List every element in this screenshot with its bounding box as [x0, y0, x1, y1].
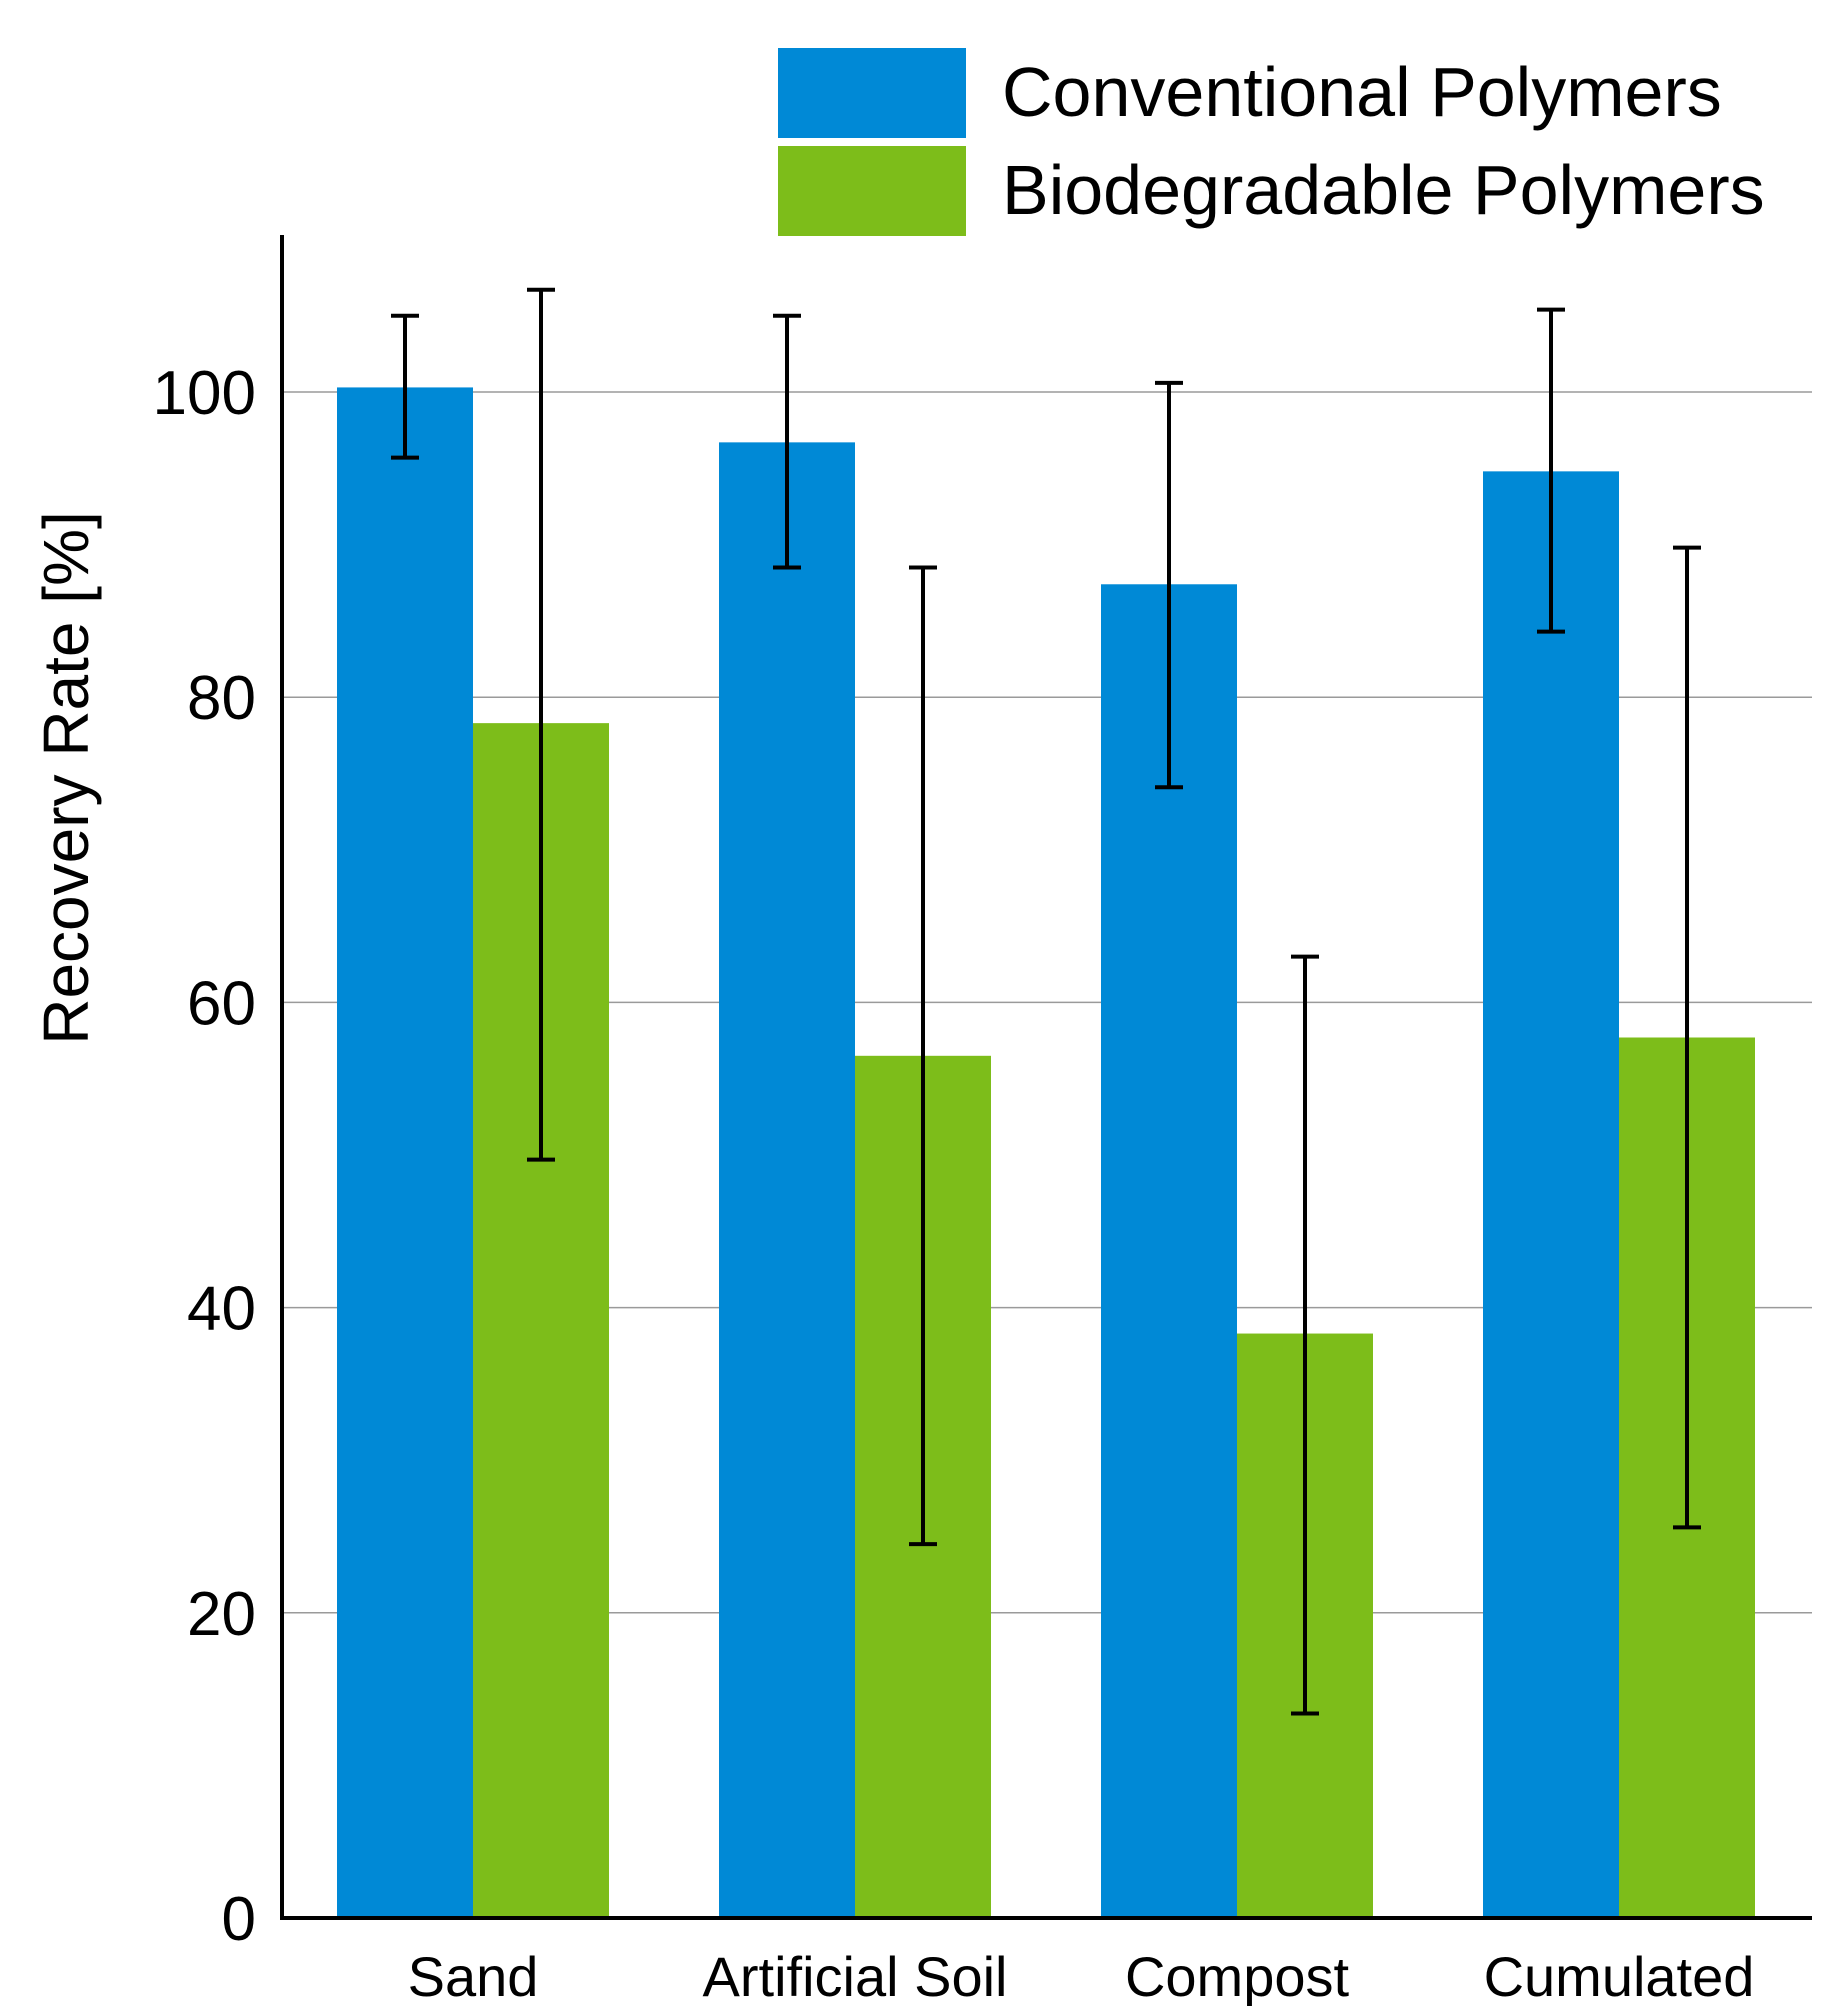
error-bar: [1291, 954, 1319, 1716]
x-category-label: Compost: [1125, 1945, 1350, 2006]
legend-swatch-conventional: [778, 48, 966, 138]
bar-conventional-1: [719, 442, 855, 1918]
y-tick-label: 60: [187, 969, 256, 1038]
y-tick-labels: 0 20 40 60 80 100: [153, 359, 256, 1954]
error-bars: [391, 287, 1701, 1716]
y-tick-label: 20: [187, 1580, 256, 1649]
axes: [280, 235, 1812, 1920]
y-tick-label: 0: [222, 1885, 256, 1954]
bars: [337, 387, 1755, 1918]
legend: Conventional Polymers Biodegradable Polym…: [778, 48, 1765, 236]
x-category-label: Cumulated: [1484, 1945, 1755, 2006]
error-bar: [527, 287, 555, 1162]
y-axis-title: Recovery Rate [%]: [30, 511, 102, 1045]
error-bar: [1673, 545, 1701, 1530]
bar-conventional-3: [1483, 471, 1619, 1918]
legend-label-conventional: Conventional Polymers: [1002, 53, 1722, 131]
x-category-label: Sand: [408, 1945, 539, 2006]
bar-conventional-2: [1101, 584, 1237, 1918]
y-tick-label: 80: [187, 664, 256, 733]
y-tick-label: 100: [153, 359, 256, 428]
error-bar: [1155, 380, 1183, 790]
legend-label-biodegradable: Biodegradable Polymers: [1002, 151, 1765, 229]
error-bar: [391, 313, 419, 460]
x-category-labels: Sand Artificial Soil Compost Cumulated: [408, 1945, 1755, 2006]
error-bar: [773, 313, 801, 570]
error-bar: [1537, 307, 1565, 634]
error-bar: [909, 565, 937, 1547]
x-category-label: Artificial Soil: [703, 1945, 1008, 2006]
legend-swatch-biodegradable: [778, 146, 966, 236]
y-tick-label: 40: [187, 1275, 256, 1344]
bar-conventional-0: [337, 387, 473, 1918]
